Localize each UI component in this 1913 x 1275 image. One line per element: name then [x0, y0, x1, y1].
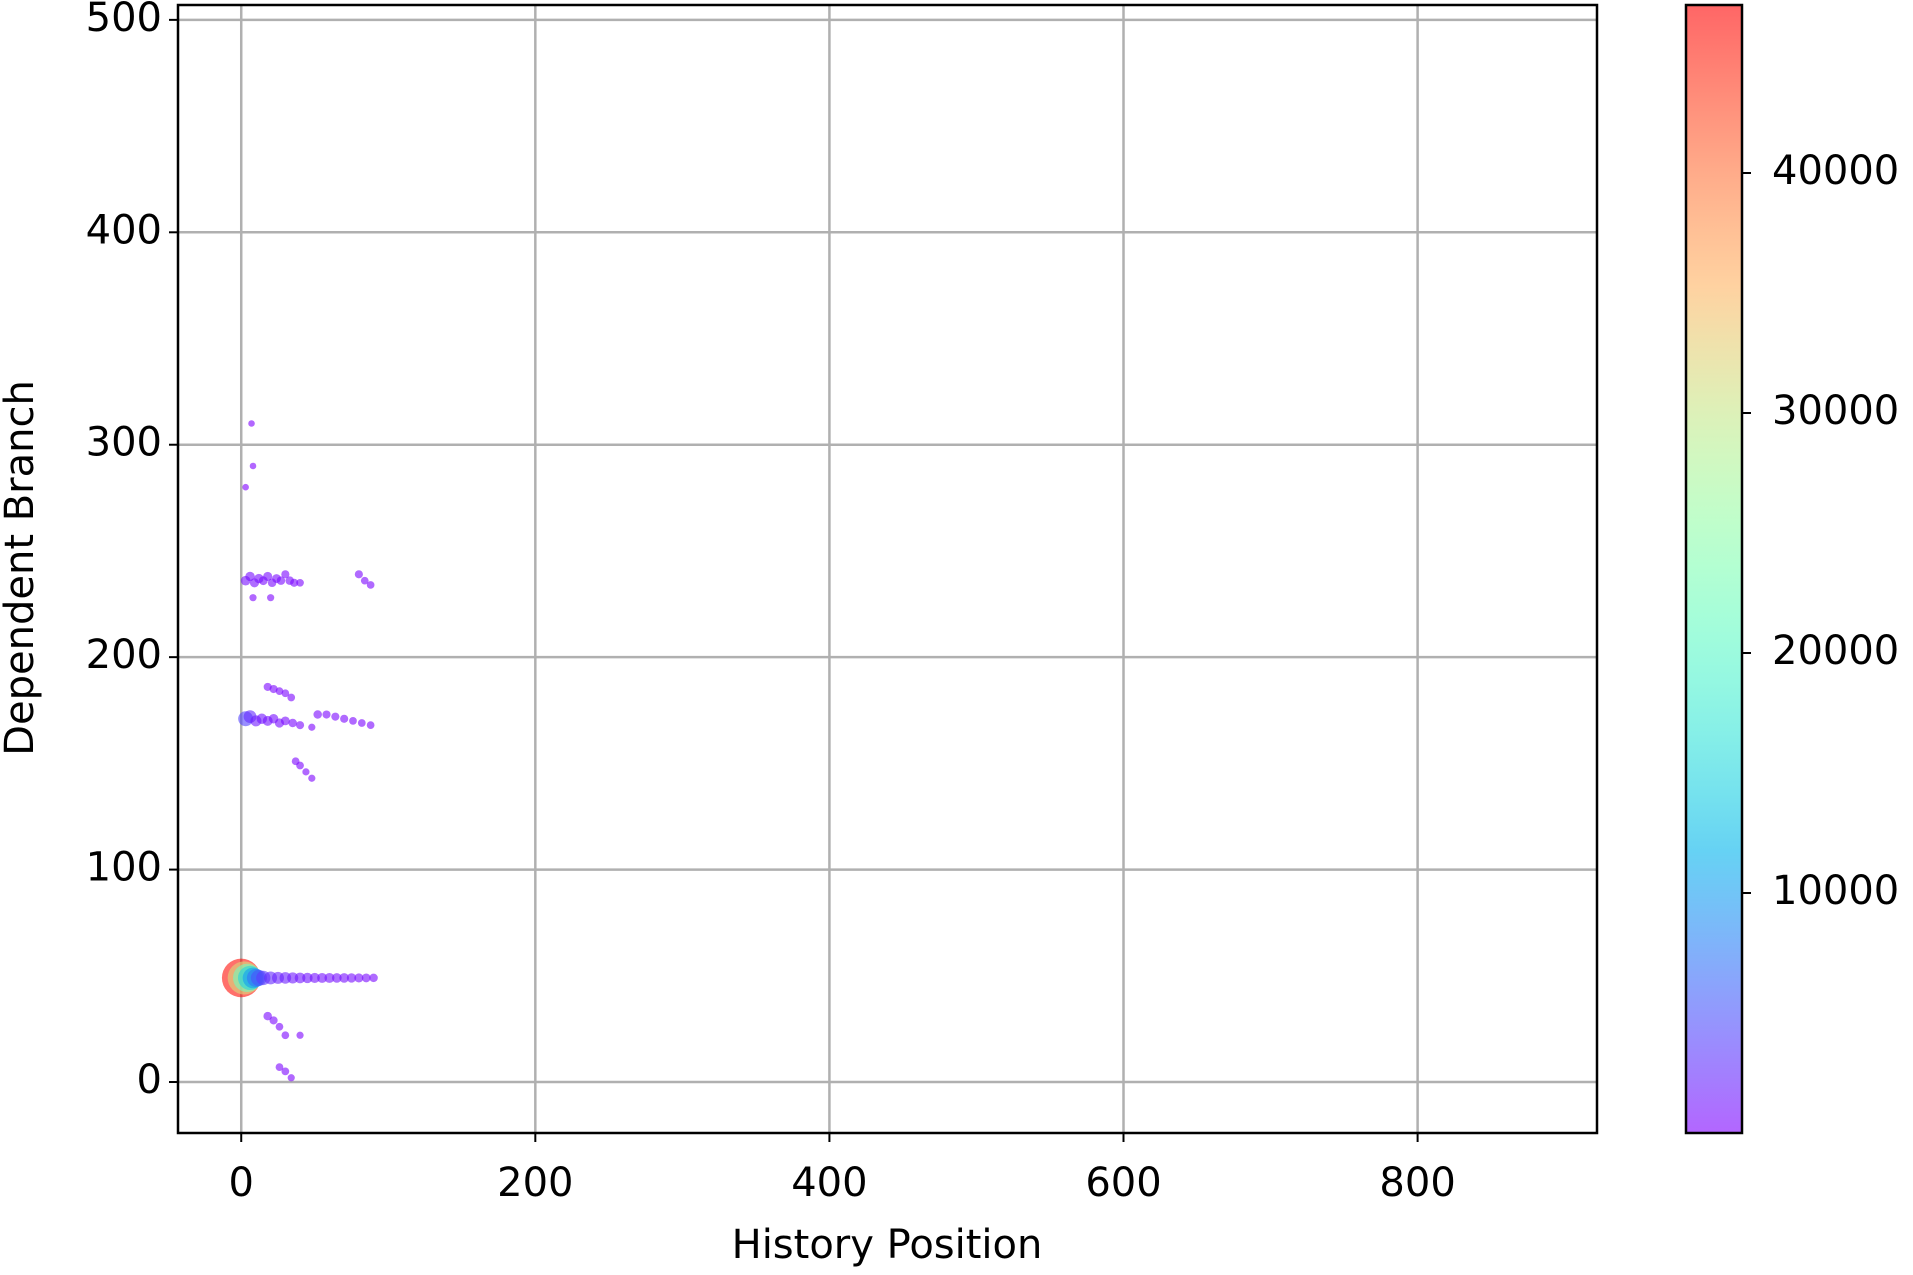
point — [308, 774, 316, 782]
point — [302, 768, 310, 776]
point — [308, 723, 316, 731]
point — [309, 972, 320, 984]
point — [317, 972, 328, 983]
point — [287, 972, 299, 984]
point — [249, 594, 257, 602]
point — [322, 710, 331, 719]
point — [275, 1022, 284, 1031]
point — [275, 687, 284, 696]
point — [242, 483, 249, 491]
point — [349, 717, 357, 725]
point — [366, 581, 375, 589]
grid — [178, 5, 1597, 1133]
point — [290, 578, 299, 587]
point — [281, 1067, 290, 1076]
point — [324, 972, 335, 983]
y-tick-label: 0 — [137, 1057, 162, 1103]
point — [276, 576, 286, 585]
point — [331, 973, 342, 983]
y-tick-label: 300 — [86, 420, 162, 466]
point — [267, 594, 275, 602]
point — [331, 712, 340, 721]
point — [287, 1074, 295, 1082]
point — [288, 718, 297, 728]
point — [281, 570, 290, 579]
point — [313, 710, 322, 719]
x-tick-label: 200 — [497, 1160, 573, 1206]
x-tick-label: 400 — [791, 1160, 867, 1206]
points — [221, 420, 378, 1082]
point — [361, 973, 371, 983]
point — [263, 571, 273, 582]
point — [296, 1031, 304, 1039]
point — [339, 973, 350, 983]
point — [281, 1031, 290, 1040]
point — [275, 1063, 284, 1072]
colorbar-tick-label: 10000 — [1772, 868, 1899, 914]
point — [360, 576, 369, 585]
x-tick-label: 0 — [229, 1160, 254, 1206]
point — [248, 420, 255, 427]
colorbar-tick-label: 40000 — [1772, 148, 1899, 194]
point — [294, 972, 306, 984]
point — [366, 721, 375, 729]
x-tick-label: 800 — [1379, 1160, 1455, 1206]
point — [281, 689, 290, 698]
point — [287, 693, 296, 702]
y-tick-label: 500 — [86, 0, 162, 41]
y-tick-label: 400 — [86, 207, 162, 253]
point — [357, 719, 366, 727]
point — [280, 716, 290, 726]
x-tick-label: 600 — [1085, 1160, 1161, 1206]
point — [302, 972, 313, 984]
x-axis-label: History Position — [732, 1222, 1043, 1268]
colorbar-tick-label: 30000 — [1772, 388, 1899, 434]
point — [346, 973, 357, 983]
point — [354, 973, 364, 983]
y-axis-label: Dependent Branch — [0, 380, 43, 756]
point — [369, 973, 378, 983]
colorbar-tick-label: 20000 — [1772, 628, 1899, 674]
point — [296, 761, 304, 770]
point — [263, 1011, 272, 1021]
plot-frame — [176, 3, 1599, 1135]
colorbar — [1686, 5, 1742, 1133]
point — [296, 578, 304, 587]
y-tick-label: 200 — [86, 632, 162, 678]
point — [354, 570, 363, 579]
point — [340, 714, 349, 723]
y-tick-label: 100 — [86, 845, 162, 891]
point — [295, 721, 305, 730]
point — [249, 462, 257, 470]
colorbar-frame — [1684, 3, 1744, 1135]
point — [269, 1016, 278, 1025]
